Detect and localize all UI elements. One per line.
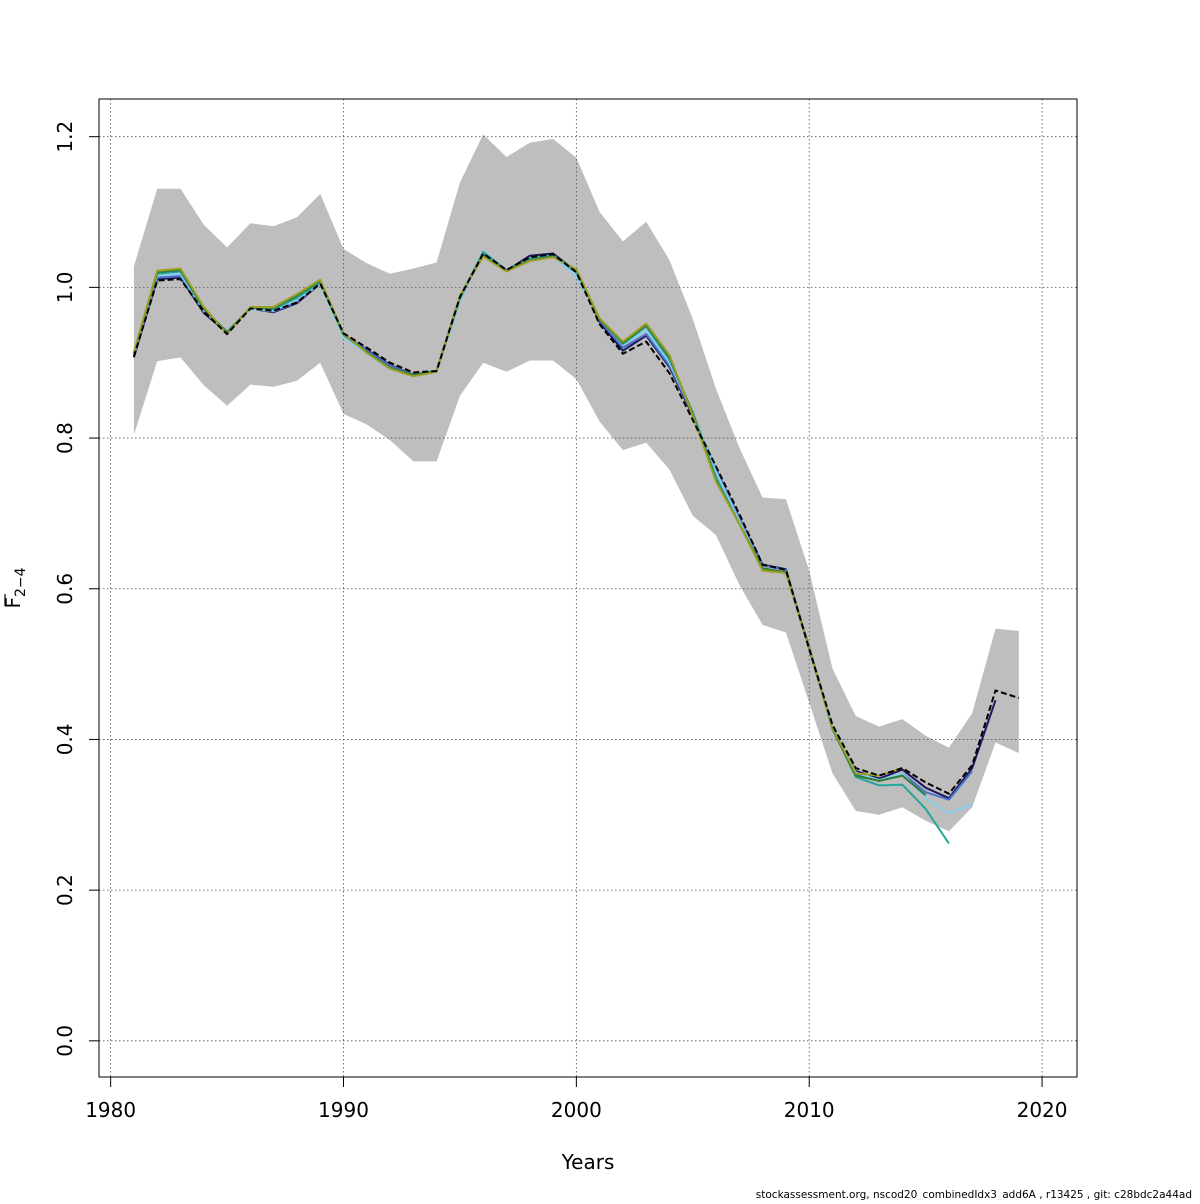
grid-layer (99, 99, 1077, 1077)
y-axis-title-subscript: 2−4 (13, 567, 29, 597)
x-axis-title: Years (561, 1150, 615, 1174)
y-axis-title: F2−4 (1, 567, 29, 608)
y-tick-label-0.4: 0.4 (53, 723, 77, 755)
x-tick-label-1990: 1990 (318, 1098, 369, 1122)
y-tick-label-1.2: 1.2 (53, 121, 77, 153)
x-tick-label-2000: 2000 (551, 1098, 602, 1122)
x-tick-label-2020: 2020 (1017, 1098, 1068, 1122)
series-line-7 (132, 252, 1020, 795)
y-axis-title-main: F (1, 597, 25, 609)
y-tick-label-0.0: 0.0 (53, 1025, 77, 1057)
y-tick-label-0.8: 0.8 (53, 422, 77, 454)
figure-caption: stockassessment.org, nscod20_combinedIdx… (756, 1189, 1192, 1200)
y-tick-label-1.0: 1.0 (53, 271, 77, 303)
series-line-6 (132, 255, 903, 777)
confidence-band-layer (133, 134, 1019, 832)
y-tick-label-0.2: 0.2 (53, 874, 77, 906)
svg-text:F2−4: F2−4 (1, 567, 29, 608)
confidence-band (133, 134, 1019, 832)
x-tick-label-1980: 1980 (85, 1098, 136, 1122)
series-layer (132, 250, 1020, 844)
axis-layer: 1980 1990 2000 2010 2020 0.0 0.2 0.4 0.6 0.8 1.0 1.… (53, 121, 1068, 1122)
y-tick-label-0.6: 0.6 (53, 573, 77, 605)
x-tick-label-2010: 2010 (784, 1098, 835, 1122)
